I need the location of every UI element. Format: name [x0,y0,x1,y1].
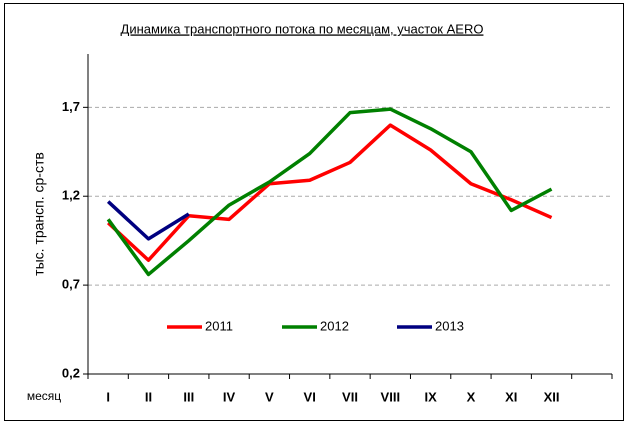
x-tick-label: II [145,389,152,404]
x-tick-label: VII [342,389,358,404]
legend-label: 2013 [435,318,464,333]
x-axis-label: месяц [27,389,61,403]
x-tick-label: IX [424,389,437,404]
x-tick-label: XI [505,389,517,404]
x-tick-label: IV [223,389,236,404]
y-tick-label: 1,7 [62,99,80,114]
x-tick-label: III [183,389,194,404]
series-line [106,200,190,241]
x-tick-label: X [467,389,476,404]
x-tick-label: XII [544,389,560,404]
y-axis-label: тыс. трансп. ср-ств [31,152,47,276]
x-tick-label: VI [304,389,316,404]
legend-label: 2011 [205,318,233,333]
legend-label: 2012 [320,318,349,333]
frame [4,3,624,421]
x-tick-label: V [265,389,274,404]
y-tick-label: 0,7 [62,277,80,292]
chart-title: Динамика транспортного потока по месяцам… [121,21,484,36]
y-tick-label: 1,2 [62,188,80,203]
series-line [106,123,553,262]
series-line [106,107,553,277]
x-tick-label: VIII [381,389,401,404]
y-tick-label: 0,2 [62,365,80,380]
x-tick-label: I [106,389,110,404]
